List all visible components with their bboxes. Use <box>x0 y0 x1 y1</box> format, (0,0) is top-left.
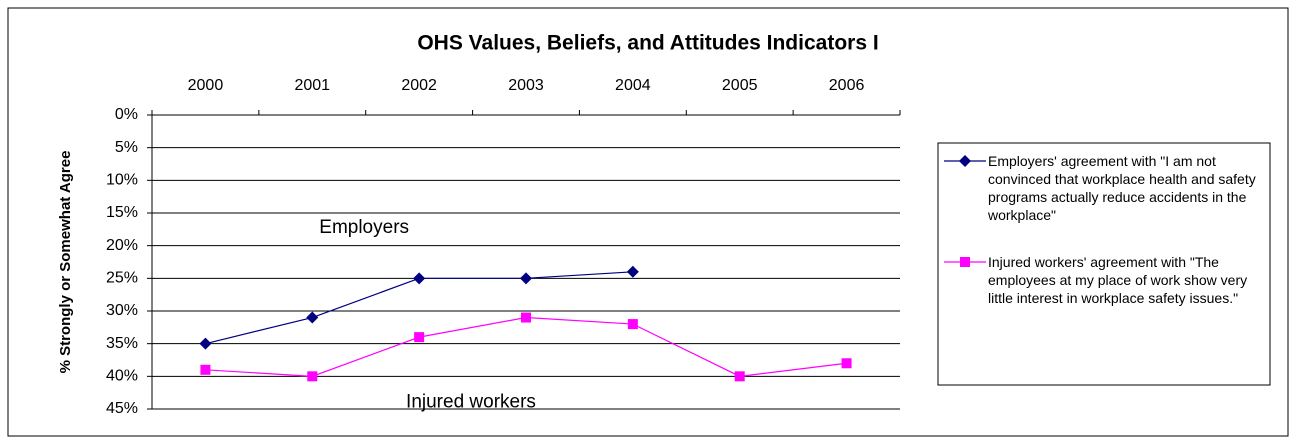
x-tick-label: 2003 <box>508 77 544 94</box>
y-tick-label: 15% <box>106 204 138 221</box>
marker <box>199 337 212 350</box>
marker <box>306 311 319 324</box>
x-tick-label: 2004 <box>615 77 651 94</box>
x-tick-label: 2005 <box>722 77 758 94</box>
y-tick-label: 30% <box>106 302 138 319</box>
x-tick-label: 2002 <box>401 77 437 94</box>
marker <box>734 371 745 382</box>
marker <box>200 364 211 375</box>
marker <box>414 332 425 343</box>
legend-label: Employers' agreement with "I am not conv… <box>988 153 1256 223</box>
marker <box>520 272 532 285</box>
y-axis-label: % Strongly or Somewhat Agree <box>57 151 74 374</box>
chart-title: OHS Values, Beliefs, and Attitudes Indic… <box>417 32 878 55</box>
y-tick-label: 25% <box>106 270 138 287</box>
legend-box <box>937 142 1271 386</box>
marker <box>960 257 970 267</box>
marker <box>841 358 852 369</box>
annotation: Injured workers <box>406 391 536 412</box>
legend-entry: Injured workers' agreement with "The emp… <box>988 254 1248 306</box>
annotation: Employers <box>319 217 409 238</box>
marker <box>626 265 639 278</box>
y-tick-label: 10% <box>106 172 138 189</box>
marker <box>627 319 638 330</box>
x-tick-label: 2001 <box>294 77 330 94</box>
x-tick-label: 2006 <box>829 77 865 94</box>
y-tick-label: 0% <box>115 106 138 123</box>
y-tick-label: 20% <box>106 237 138 254</box>
legend-entry: Employers' agreement with "I am not conv… <box>988 153 1256 223</box>
y-tick-label: 35% <box>106 335 138 352</box>
legend-label: Injured workers' agreement with "The emp… <box>988 254 1248 306</box>
x-tick-label: 2000 <box>188 77 224 94</box>
marker <box>413 272 426 285</box>
marker <box>307 371 318 382</box>
y-tick-label: 45% <box>106 400 138 417</box>
marker <box>521 312 531 323</box>
y-tick-label: 5% <box>115 139 138 156</box>
marker <box>959 155 971 167</box>
y-tick-label: 40% <box>106 368 138 385</box>
